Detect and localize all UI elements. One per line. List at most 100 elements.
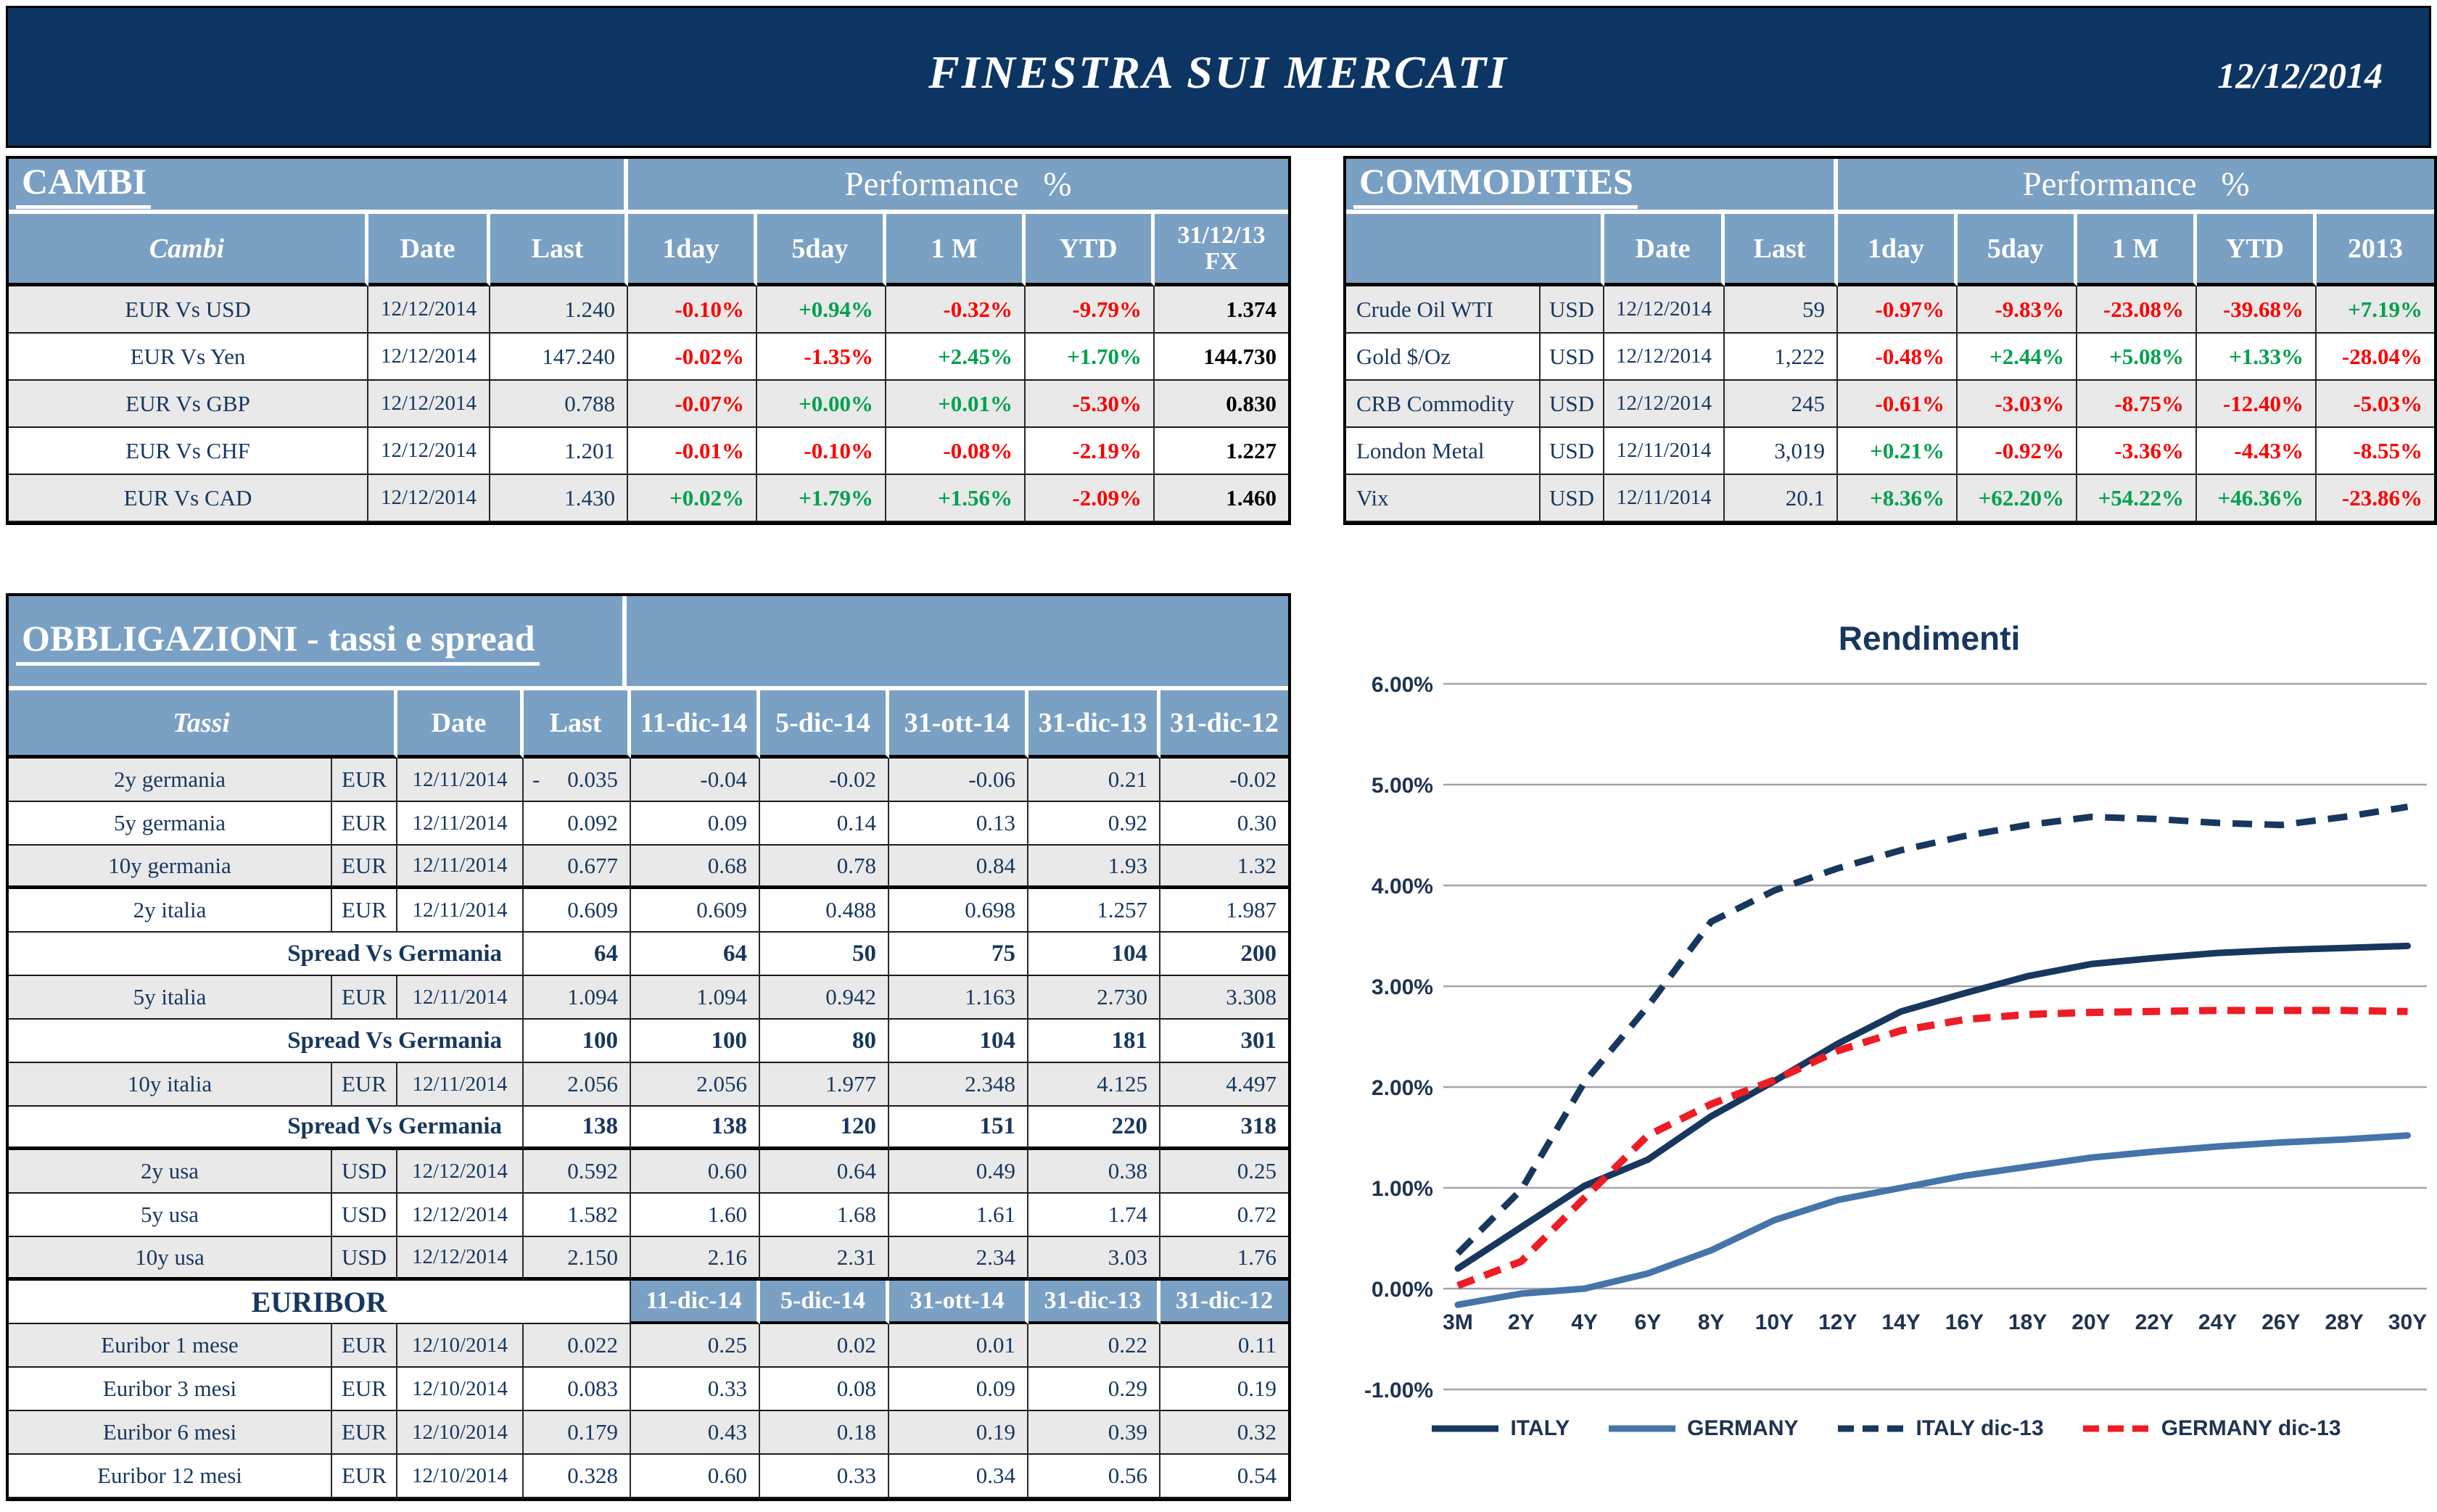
cell-performance: +1.70% [1026,334,1155,381]
column-header: 1day [1838,214,1958,286]
cell-history-value: 151 [889,1107,1028,1150]
cell-history-value: 4.125 [1028,1063,1160,1107]
cell-history-value: 0.11 [1160,1324,1288,1368]
cell-performance: +8.36% [1838,475,1958,522]
column-header: Cambi [9,214,368,286]
cell-last: 0.022 [524,1324,631,1368]
cell-pair-name: EUR Vs CAD [9,475,368,522]
chart-title: Rendimenti [1838,619,2021,657]
cell-performance: +0.02% [628,475,757,522]
commodities-table: COMMODITIES Performance % Date Last 1day 5d… [1343,156,2437,525]
column-header: 5-dic-14 [760,1281,889,1324]
table-row: EUR Vs Yen 12/12/2014 147.240 -0.02% -1.35% +… [9,334,1288,381]
cell-history-value: 301 [1160,1020,1288,1063]
cell-history-value: 0.84 [889,846,1028,889]
cell-performance: +62.20% [1958,475,2077,522]
cell-history-value: 1.93 [1028,846,1160,889]
cell-last: 2.150 [524,1237,631,1281]
cell-performance: -0.48% [1838,334,1958,381]
cell-last: 1.430 [490,475,628,522]
cell-last: 0.083 [524,1368,631,1411]
series-line-germany-dic-13 [1456,1007,2408,1289]
commodities-title-band: COMMODITIES Performance % [1346,159,2434,214]
cell-last: 0.609 [524,889,631,933]
cell-history-value: 0.18 [760,1411,889,1455]
cell-history-value: 0.72 [1160,1194,1288,1237]
cell-history-value: 0.39 [1028,1411,1160,1455]
cell-last: 1.240 [490,286,628,334]
cell-date: 12/11/2014 [1604,428,1725,475]
cell-performance: +1.79% [757,475,886,522]
cell-history-value: 1.977 [760,1063,889,1107]
cell-date: 12/12/2014 [368,381,490,428]
cell-last: 1.201 [490,428,628,475]
cell-history-value: 181 [1028,1020,1160,1063]
cell-history-value: 220 [1028,1107,1160,1150]
x-axis-tick-label: 16Y [1945,1310,1984,1334]
column-header: 1 M [886,214,1026,286]
table-row: 10y germania EUR 12/11/2014 0.677 0.68 0.78 0.… [9,846,1288,889]
cell-history-value: 0.49 [889,1150,1028,1194]
cell-history-value: 0.33 [760,1455,889,1498]
x-axis-tick-label: 14Y [1881,1310,1920,1334]
x-axis-tick-label: 12Y [1818,1310,1857,1334]
cell-rate-name: 10y italia [9,1063,332,1107]
cell-performance: -0.02% [628,334,757,381]
cell-last: 0.179 [524,1411,631,1455]
y-axis-tick-label: 4.00% [1372,875,1433,898]
cell-date: 12/10/2014 [397,1324,524,1368]
cell-history-value: 120 [760,1107,889,1150]
cell-history-value: 0.29 [1028,1368,1160,1411]
cell-history-value: 0.19 [889,1411,1028,1455]
column-header: 11-dic-14 [631,690,760,759]
cell-performance: -0.92% [1958,428,2077,475]
cambi-table: CAMBI Performance % Cambi Date Last 1day 5da… [6,156,1291,525]
cell-rate-name: Euribor 6 mesi [9,1411,332,1455]
cell-date: 12/10/2014 [397,1455,524,1498]
cell-history-value: -0.06 [889,759,1028,802]
cell-performance: -8.55% [2317,428,2434,475]
column-header: Last [524,690,631,759]
cell-performance: -28.04% [2317,334,2434,381]
cell-performance: -0.97% [1838,286,1958,334]
cell-commodity-name: Crude Oil WTI [1346,286,1541,334]
cell-performance: -0.61% [1838,381,1958,428]
cell-history-value: 0.25 [1160,1150,1288,1194]
x-axis-tick-label: 30Y [2388,1310,2427,1334]
cell-commodity-name: Vix [1346,475,1541,522]
cell-performance: +0.00% [757,381,886,428]
cell-last: 1.582 [524,1194,631,1237]
cell-performance: +0.21% [1838,428,1958,475]
cell-date: 12/11/2014 [397,889,524,933]
cell-history-value: 0.09 [889,1368,1028,1411]
cell-currency: USD [1541,381,1604,428]
cell-commodity-name: London Metal [1346,428,1541,475]
table-row: 5y italia EUR 12/11/2014 1.094 1.094 0.942 1.1… [9,976,1288,1020]
bonds-title-band: OBBLIGAZIONI - tassi e spread [9,596,1288,690]
cell-history-value: 104 [1028,933,1160,976]
cell-performance: +1.56% [886,475,1026,522]
legend-label: ITALY dic-13 [1916,1416,2044,1440]
cell-history-value: 0.698 [889,889,1028,933]
cell-date: 12/11/2014 [397,759,524,802]
x-axis-tick-label: 2Y [1508,1310,1535,1334]
cell-performance: -5.03% [2317,381,2434,428]
cambi-body: EUR Vs USD 12/12/2014 1.240 -0.10% +0.94% -0.… [9,286,1288,522]
cell-history-value: 1.094 [631,976,760,1020]
cell-performance: +1.33% [2197,334,2317,381]
cell-history-value: -0.02 [1160,759,1288,802]
table-row: EUR Vs USD 12/12/2014 1.240 -0.10% +0.94% -0.… [9,286,1288,334]
cell-rate-name: 2y italia [9,889,332,933]
cell-history-value: 2.348 [889,1063,1028,1107]
cell-date: 12/12/2014 [397,1194,524,1237]
table-row: CRB Commodity USD 12/12/2014 245 -0.61% -3.03… [1346,381,2434,428]
cell-history-value: 0.33 [631,1368,760,1411]
cell-history-value: 0.25 [631,1324,760,1368]
table-row-spread: Spread Vs Germania 138 138 120 151 220 318 [9,1107,1288,1150]
cell-history-value: 0.22 [1028,1324,1160,1368]
table-row-spread: Spread Vs Germania 64 64 50 75 104 200 [9,933,1288,976]
y-axis-tick-label: 1.00% [1372,1177,1433,1201]
cell-performance: -5.30% [1026,381,1155,428]
cell-date: 12/12/2014 [368,475,490,522]
cell-performance: -0.07% [628,381,757,428]
